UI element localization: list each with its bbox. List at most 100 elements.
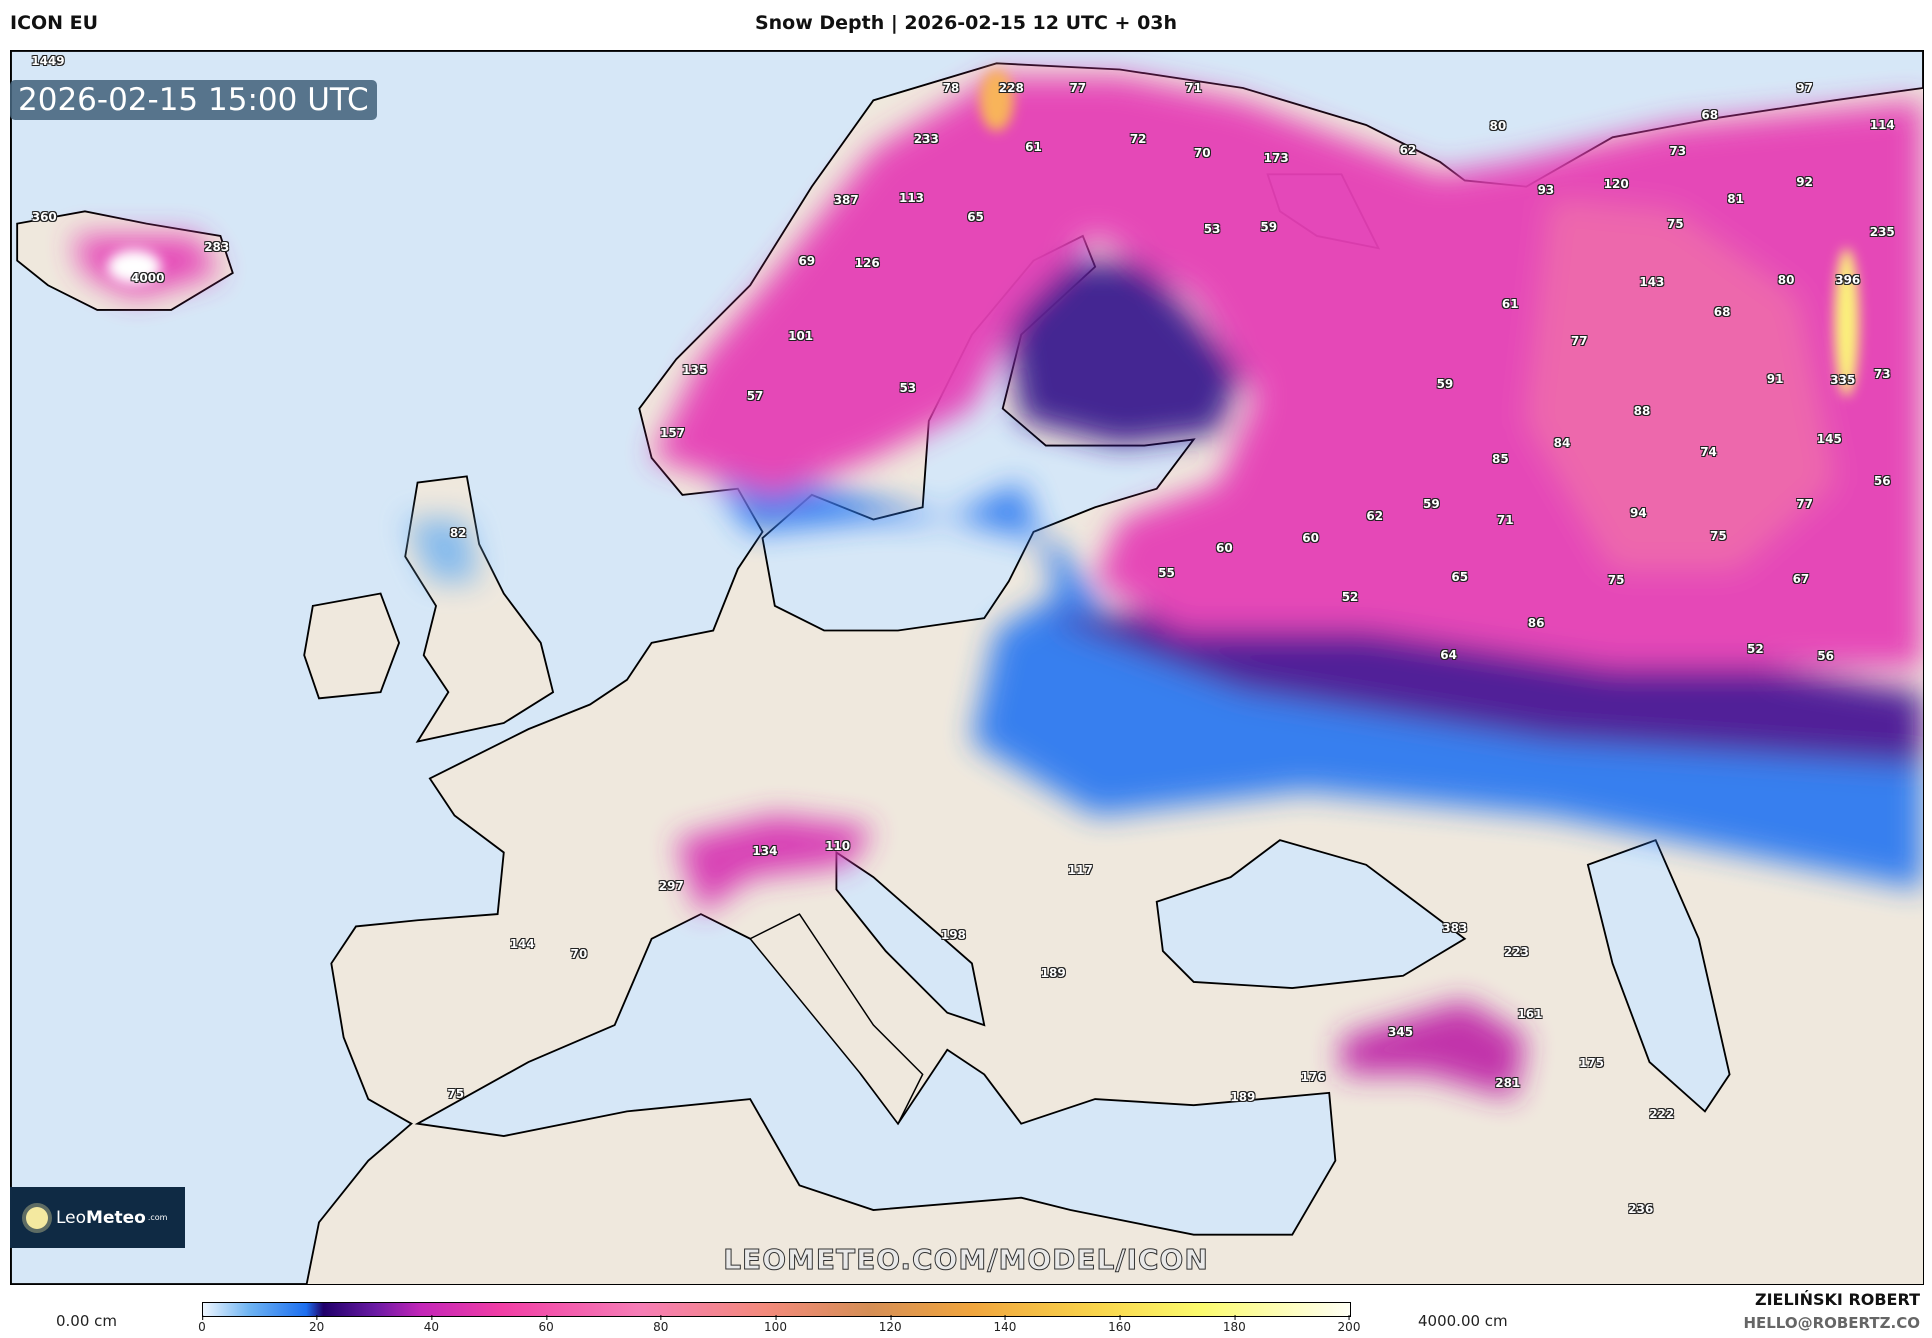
caspian-sea <box>1586 838 1731 1113</box>
point-value-label: 61 <box>1025 140 1042 155</box>
point-value-label: 82 <box>449 526 467 541</box>
point-value-label: 345 <box>1388 1025 1414 1040</box>
point-value-label: 283 <box>204 240 230 255</box>
point-value-label: 75 <box>447 1087 465 1102</box>
point-value-label: 93 <box>1537 183 1555 198</box>
ireland <box>303 592 401 700</box>
point-value-label: 86 <box>1527 616 1545 631</box>
map-title: Snow Depth | 2026-02-15 12 UTC + 03h <box>754 12 1178 34</box>
colorbar-tick: 180 <box>1222 1315 1246 1334</box>
point-value-label: 74 <box>1700 444 1717 459</box>
mediterranean-sea <box>414 913 1337 1236</box>
point-value-label: 145 <box>1816 432 1842 447</box>
point-value-label: 1449 <box>31 53 65 68</box>
point-value-label: 56 <box>1873 474 1891 489</box>
point-value-label: 84 <box>1553 436 1571 451</box>
point-value-label: 75 <box>1607 572 1625 587</box>
point-value-label: 80 <box>1777 273 1795 288</box>
point-value-label: 94 <box>1629 506 1647 521</box>
italy <box>749 913 924 1126</box>
point-value-label: 110 <box>825 839 851 854</box>
point-value-label: 60 <box>1302 531 1319 546</box>
colorbar-tick: 120 <box>878 1315 902 1334</box>
author-email[interactable]: HELLO@ROBERTZ.CO <box>1743 1314 1920 1332</box>
leometeo-logo[interactable]: Leo Meteo .com <box>10 1187 185 1248</box>
colorbar-tick: 0 <box>198 1315 206 1334</box>
point-value-label: 60 <box>1216 540 1233 555</box>
point-value-label: 77 <box>1796 496 1813 511</box>
point-value-label: 61 <box>1501 296 1519 311</box>
point-value-label: 126 <box>854 256 880 271</box>
point-value-label: 175 <box>1578 1056 1605 1071</box>
point-value-label: 67 <box>1792 571 1810 586</box>
map-canvas <box>11 51 1923 1284</box>
point-value-label: 281 <box>1495 1076 1521 1091</box>
point-value-label: 233 <box>913 131 939 146</box>
point-value-label: 56 <box>1817 649 1834 664</box>
point-value-label: 71 <box>1185 80 1202 95</box>
point-value-label: 228 <box>998 80 1024 95</box>
point-value-label: 71 <box>1496 512 1514 527</box>
watermark-url: LEOMETEO.COM/MODEL/ICON <box>723 1243 1209 1277</box>
point-value-label: 59 <box>1436 376 1454 391</box>
colorbar-tick: 200 <box>1337 1315 1361 1334</box>
point-value-label: 157 <box>659 426 686 441</box>
snow-depth-map[interactable]: 1449 78 228 77 71 97 68 114 80 233 61 72 70 173 62 73 92… <box>10 50 1924 1285</box>
point-value-label: 223 <box>1503 945 1529 960</box>
point-value-label: 113 <box>898 190 925 205</box>
point-value-label: 73 <box>1669 143 1687 158</box>
adriatic-sea <box>835 850 986 1027</box>
colorbar-tick: 20 <box>309 1315 325 1334</box>
point-value-label: 77 <box>1069 80 1087 95</box>
point-value-label: 92 <box>1796 174 1813 189</box>
point-value-label: 59 <box>1260 220 1278 235</box>
point-value-label: 297 <box>658 878 684 893</box>
point-value-label: 70 <box>570 946 588 961</box>
point-value-label: 53 <box>899 380 917 395</box>
point-value-label: 73 <box>1873 367 1891 382</box>
point-value-label: 75 <box>1666 216 1684 231</box>
colorbar-tick: 80 <box>653 1315 669 1334</box>
point-value-label: 120 <box>1603 177 1629 192</box>
point-value-label: 55 <box>1158 565 1175 580</box>
point-value-label: 396 <box>1835 273 1861 288</box>
snow-peaks <box>107 69 1859 397</box>
point-value-label: 222 <box>1649 1106 1675 1121</box>
sun-icon <box>26 1206 48 1229</box>
point-value-label: 189 <box>1040 966 1066 981</box>
point-value-label: 52 <box>1747 642 1764 656</box>
snow-depth-layer <box>72 75 1923 1100</box>
point-value-label: 360 <box>31 210 57 225</box>
colorbar-tick: 160 <box>1108 1315 1132 1334</box>
point-value-label: 335 <box>1830 373 1856 388</box>
point-value-label: 4000 <box>131 270 165 285</box>
colorbar-tick: 100 <box>764 1315 787 1334</box>
point-value-label: 59 <box>1423 496 1440 511</box>
point-value-label: 176 <box>1300 1069 1326 1084</box>
point-value-label: 70 <box>1193 146 1211 161</box>
colorbar <box>202 1302 1351 1317</box>
point-value-label: 173 <box>1263 151 1289 166</box>
valid-time-badge: 2026-02-15 15:00 UTC <box>10 80 377 120</box>
point-value-label: 53 <box>1203 221 1221 236</box>
author-credit: ZIELIŃSKI ROBERT <box>1754 1290 1920 1309</box>
legend-min-label: 0.00 cm <box>56 1312 118 1330</box>
point-value-label: 134 <box>752 844 778 859</box>
point-value-label: 117 <box>1067 862 1093 877</box>
point-value-label: 85 <box>1492 452 1509 467</box>
point-value-label: 101 <box>788 328 814 343</box>
point-value-label: 57 <box>746 389 764 404</box>
point-value-label: 77 <box>1570 333 1588 348</box>
legend-max-label: 4000.00 cm <box>1418 1312 1508 1330</box>
point-value-label: 69 <box>798 253 816 268</box>
point-value-label: 81 <box>1727 191 1745 206</box>
point-value-label: 236 <box>1628 1201 1654 1216</box>
point-value-label: 91 <box>1766 371 1784 386</box>
model-name: ICON EU <box>10 12 99 34</box>
point-value-label: 135 <box>682 363 708 378</box>
point-value-label: 64 <box>1440 648 1457 663</box>
colorbar-tick: 40 <box>423 1315 440 1334</box>
point-value-label: 383 <box>1442 920 1468 935</box>
point-value-label: 78 <box>942 80 960 95</box>
point-value-label: 68 <box>1701 108 1719 123</box>
